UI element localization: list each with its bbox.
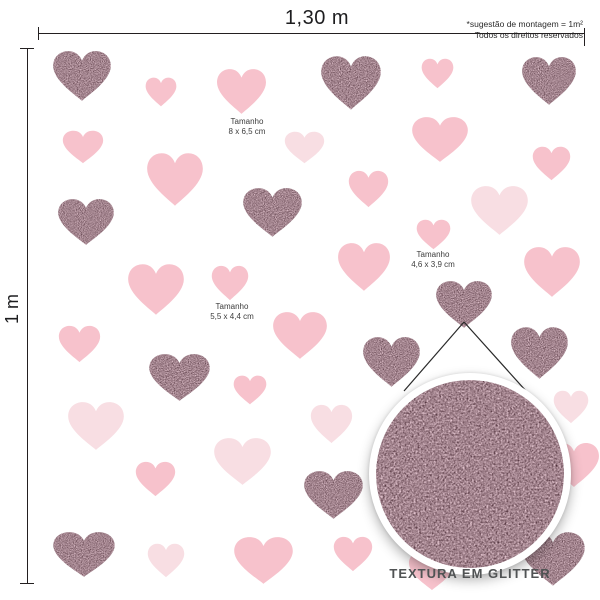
size-label: Tamanho 8 x 6,5 cm bbox=[187, 117, 307, 137]
width-dimension-label: 1,30 m bbox=[284, 7, 350, 29]
height-dimension-cap-top bbox=[20, 48, 34, 49]
heart-glitter bbox=[436, 281, 492, 328]
heart-glitter bbox=[58, 199, 114, 245]
width-dimension-tick-left bbox=[38, 27, 39, 40]
heart-glitter bbox=[53, 51, 111, 101]
size-label: Tamanho 4,6 x 3,9 cm bbox=[373, 250, 493, 270]
heart-pink bbox=[348, 170, 389, 208]
heart-pink bbox=[58, 325, 101, 363]
heart-pink bbox=[421, 58, 454, 89]
size-label-value: 5,5 x 4,4 cm bbox=[210, 312, 254, 321]
heart-pale bbox=[471, 186, 528, 235]
heart-pink bbox=[412, 117, 468, 162]
heart-pink bbox=[145, 77, 177, 107]
glitter-texture-swatch bbox=[376, 380, 564, 568]
heart-glitter bbox=[522, 57, 576, 105]
heart-glitter bbox=[321, 56, 381, 110]
heart-glitter bbox=[511, 327, 568, 379]
heart-pale bbox=[147, 543, 185, 578]
size-label-title: Tamanho bbox=[230, 117, 264, 126]
heart-pale bbox=[214, 438, 271, 485]
heart-glitter bbox=[53, 532, 115, 577]
size-label-title: Tamanho bbox=[215, 302, 249, 311]
heart-pale bbox=[553, 390, 589, 424]
height-dimension-label: 1 m bbox=[2, 294, 22, 325]
rights-reserved-note: Todos os direitos reservados bbox=[474, 30, 583, 40]
copyright-notes: *sugestão de montagem = 1m² Todos os dir… bbox=[467, 19, 583, 41]
size-label-value: 8 x 6,5 cm bbox=[228, 127, 266, 136]
size-label-value: 4,6 x 3,9 cm bbox=[411, 260, 455, 269]
assembly-suggestion-note: *sugestão de montagem = 1m² bbox=[466, 19, 583, 29]
heart-pink bbox=[147, 153, 203, 206]
heart-pink bbox=[234, 537, 293, 584]
height-dimension-line bbox=[27, 48, 28, 583]
width-dimension-tick-right bbox=[584, 28, 585, 46]
heart-pink bbox=[211, 265, 249, 301]
size-label-title: Tamanho bbox=[416, 250, 450, 259]
heart-pink bbox=[233, 375, 267, 405]
height-dimension-cap-bottom bbox=[20, 583, 34, 584]
heart-glitter bbox=[363, 337, 420, 387]
heart-glitter bbox=[243, 188, 302, 237]
heart-pink bbox=[62, 130, 104, 164]
size-label: Tamanho 5,5 x 4,4 cm bbox=[172, 302, 292, 322]
heart-pink bbox=[416, 219, 451, 250]
heart-pink bbox=[135, 461, 176, 497]
heart-glitter bbox=[304, 471, 363, 519]
heart-pink bbox=[532, 146, 571, 181]
heart-pink bbox=[524, 247, 580, 297]
heart-glitter bbox=[149, 354, 210, 401]
texture-label: TEXTURA EM GLITTER bbox=[389, 566, 551, 581]
heart-pale bbox=[68, 402, 124, 450]
heart-pale bbox=[310, 404, 353, 444]
width-dimension-line bbox=[38, 33, 585, 34]
heart-pink bbox=[217, 69, 266, 114]
